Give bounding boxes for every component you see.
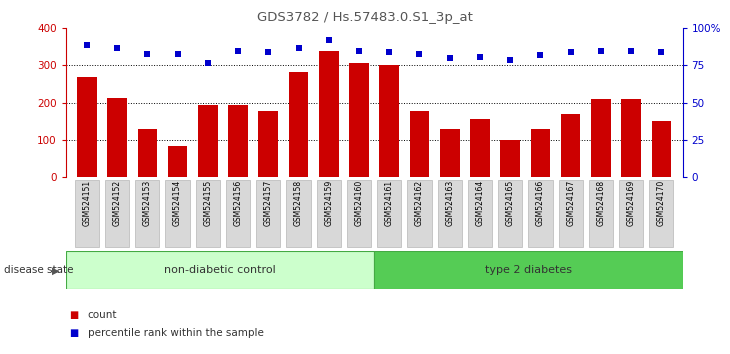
Bar bbox=[107, 98, 127, 177]
Point bbox=[81, 42, 93, 47]
FancyBboxPatch shape bbox=[374, 251, 683, 289]
FancyBboxPatch shape bbox=[529, 180, 553, 247]
Text: GSM524162: GSM524162 bbox=[415, 180, 424, 226]
Bar bbox=[621, 99, 641, 177]
Bar bbox=[410, 111, 429, 177]
Point bbox=[172, 51, 183, 56]
Bar bbox=[319, 51, 339, 177]
Point bbox=[293, 45, 304, 51]
Bar bbox=[77, 77, 96, 177]
Text: GSM524160: GSM524160 bbox=[355, 180, 364, 226]
Point bbox=[202, 60, 214, 65]
Bar bbox=[561, 114, 580, 177]
FancyBboxPatch shape bbox=[589, 180, 613, 247]
Point bbox=[595, 48, 607, 53]
Text: type 2 diabetes: type 2 diabetes bbox=[485, 265, 572, 275]
Point bbox=[534, 52, 546, 58]
Point bbox=[263, 49, 274, 55]
Point bbox=[565, 49, 577, 55]
Bar bbox=[591, 99, 611, 177]
Point bbox=[444, 55, 456, 61]
Text: GSM524164: GSM524164 bbox=[475, 180, 485, 226]
FancyBboxPatch shape bbox=[196, 180, 220, 247]
Text: GSM524166: GSM524166 bbox=[536, 180, 545, 226]
FancyBboxPatch shape bbox=[166, 180, 190, 247]
Text: GSM524163: GSM524163 bbox=[445, 180, 454, 226]
FancyBboxPatch shape bbox=[135, 180, 159, 247]
Text: GSM524157: GSM524157 bbox=[264, 180, 273, 226]
Text: GSM524167: GSM524167 bbox=[566, 180, 575, 226]
Bar bbox=[500, 140, 520, 177]
Point bbox=[626, 48, 637, 53]
Point bbox=[383, 49, 395, 55]
Bar bbox=[380, 65, 399, 177]
Point bbox=[232, 48, 244, 53]
Bar bbox=[168, 146, 188, 177]
FancyBboxPatch shape bbox=[74, 180, 99, 247]
FancyBboxPatch shape bbox=[437, 180, 462, 247]
FancyBboxPatch shape bbox=[558, 180, 583, 247]
FancyBboxPatch shape bbox=[377, 180, 402, 247]
Point bbox=[111, 45, 123, 51]
Text: GSM524161: GSM524161 bbox=[385, 180, 393, 226]
Bar bbox=[137, 130, 157, 177]
Text: GSM524152: GSM524152 bbox=[112, 180, 122, 226]
Point bbox=[353, 48, 365, 53]
Text: GSM524169: GSM524169 bbox=[626, 180, 636, 226]
FancyBboxPatch shape bbox=[347, 180, 371, 247]
Text: GSM524156: GSM524156 bbox=[234, 180, 242, 226]
Bar bbox=[531, 129, 550, 177]
Point bbox=[504, 57, 516, 62]
FancyBboxPatch shape bbox=[317, 180, 341, 247]
FancyBboxPatch shape bbox=[619, 180, 643, 247]
FancyBboxPatch shape bbox=[468, 180, 492, 247]
FancyBboxPatch shape bbox=[649, 180, 674, 247]
Bar bbox=[258, 111, 278, 177]
FancyBboxPatch shape bbox=[286, 180, 311, 247]
Bar bbox=[349, 63, 369, 177]
FancyBboxPatch shape bbox=[407, 180, 431, 247]
Text: GDS3782 / Hs.57483.0.S1_3p_at: GDS3782 / Hs.57483.0.S1_3p_at bbox=[257, 11, 473, 24]
Text: GSM524155: GSM524155 bbox=[204, 180, 212, 226]
Text: count: count bbox=[88, 310, 117, 320]
Bar bbox=[198, 105, 218, 177]
Bar bbox=[470, 119, 490, 177]
Bar bbox=[440, 129, 460, 177]
Text: percentile rank within the sample: percentile rank within the sample bbox=[88, 328, 264, 338]
Text: GSM524170: GSM524170 bbox=[657, 180, 666, 226]
Point bbox=[414, 51, 426, 56]
Text: GSM524153: GSM524153 bbox=[143, 180, 152, 226]
Text: GSM524151: GSM524151 bbox=[82, 180, 91, 226]
FancyBboxPatch shape bbox=[498, 180, 522, 247]
FancyBboxPatch shape bbox=[226, 180, 250, 247]
FancyBboxPatch shape bbox=[256, 180, 280, 247]
Text: disease state: disease state bbox=[4, 265, 73, 275]
FancyBboxPatch shape bbox=[66, 251, 374, 289]
Text: ▶: ▶ bbox=[53, 266, 60, 276]
Text: GSM524159: GSM524159 bbox=[324, 180, 334, 226]
Point bbox=[142, 51, 153, 56]
Point bbox=[474, 54, 485, 59]
Text: GSM524165: GSM524165 bbox=[506, 180, 515, 226]
Bar bbox=[652, 120, 671, 177]
Text: ■: ■ bbox=[69, 310, 79, 320]
Bar bbox=[228, 105, 248, 177]
Text: GSM524158: GSM524158 bbox=[294, 180, 303, 226]
Point bbox=[323, 38, 334, 43]
FancyBboxPatch shape bbox=[105, 180, 129, 247]
Bar bbox=[288, 72, 308, 177]
Text: ■: ■ bbox=[69, 328, 79, 338]
Text: GSM524154: GSM524154 bbox=[173, 180, 182, 226]
Point bbox=[656, 49, 667, 55]
Text: GSM524168: GSM524168 bbox=[596, 180, 605, 226]
Text: non-diabetic control: non-diabetic control bbox=[164, 265, 276, 275]
